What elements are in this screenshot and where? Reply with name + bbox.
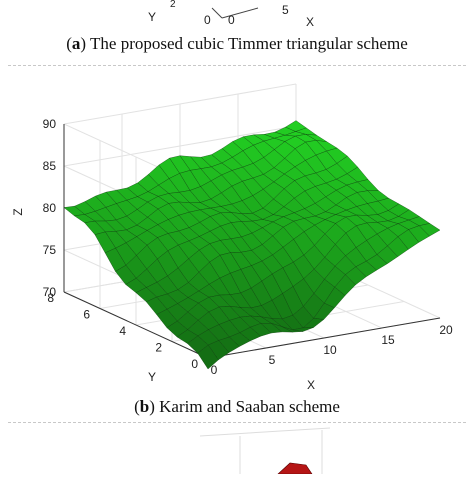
fragment-axis-line: [211, 7, 223, 19]
fragment-grid-line: [199, 427, 331, 437]
x-tick-label: 5: [269, 353, 276, 367]
caption-b: (b) Karim and Saaban scheme: [134, 397, 340, 416]
caption-b-text: Karim and Saaban scheme: [159, 397, 340, 416]
x-axis-label: X: [307, 378, 315, 392]
x-tick-label: 20: [439, 323, 453, 337]
z-tick-label: 75: [43, 243, 57, 257]
z-axis-label: Z: [11, 208, 25, 215]
y-tick-label: 2: [155, 341, 162, 355]
y-tick-label: 4: [119, 324, 126, 338]
top-fragment: Y 2 0 0 5 X: [148, 0, 314, 29]
fragment-y-tick-0: 0: [204, 13, 211, 27]
fragment-x-tick-0: 0: [228, 13, 235, 27]
caption-a-letter: a: [71, 34, 81, 53]
axis-line: [207, 317, 441, 359]
y-axis-label: Y: [148, 370, 156, 384]
caption-b-letter: b: [139, 397, 150, 416]
caption-a-text: The proposed cubic Timmer triangular sch…: [90, 34, 408, 53]
z-tick-label: 70: [43, 285, 57, 299]
y-tick-label: 6: [83, 308, 90, 322]
surface-mesh: [63, 120, 441, 370]
fragment-y-label: Y: [148, 10, 156, 24]
z-tick-label: 90: [43, 117, 57, 131]
surface-face: [418, 223, 441, 237]
fragment-surface: [277, 462, 313, 475]
y-tick-label: 8: [47, 291, 54, 305]
bottom-fragment: [199, 427, 331, 475]
caption-a: (a) The proposed cubic Timmer triangular…: [66, 34, 408, 53]
axes-box: [63, 124, 441, 359]
axis-line: [63, 291, 209, 359]
z-tick-label: 85: [43, 159, 57, 173]
divider: [8, 422, 466, 423]
y-tick-label: 0: [191, 357, 198, 371]
divider: [8, 65, 466, 66]
fragment-x-label: X: [306, 15, 314, 29]
fragment-axis-line: [221, 7, 259, 19]
z-tick-label: 80: [43, 201, 57, 215]
fragment-z-tick: 2: [170, 0, 176, 10]
x-tick-label: 10: [323, 343, 337, 357]
x-tick-label: 15: [381, 333, 395, 347]
x-tick-label: 0: [211, 363, 218, 377]
fragment-x-tick-5: 5: [282, 3, 289, 17]
